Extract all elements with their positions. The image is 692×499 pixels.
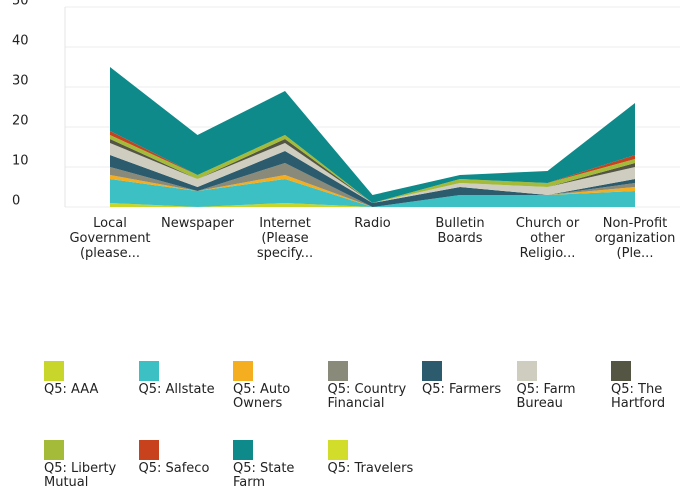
y-tick-label: 10 [12,154,29,169]
legend-label: Q5: Allstate [138,382,215,397]
legend-label: Q5: Liberty Mutual [44,461,117,490]
area [110,151,635,207]
legend-swatch [233,440,253,460]
area [110,143,635,203]
legend-label: Q5: The Hartford [611,382,666,411]
area [110,67,635,203]
x-tick-label: Newspaper [161,216,234,231]
legend-entry: Q5: Safeco [138,440,231,476]
legend-entry: Q5: Liberty Mutual [44,440,136,490]
legend-entry: Q5: Farm Bureau [516,361,609,411]
legend-entry: Q5: AAA [44,361,136,397]
legend-entry: Q5: Auto Owners [233,361,325,411]
y-tick-label: 40 [12,34,29,49]
legend-label: Q5: Farm Bureau [516,382,576,411]
area [110,203,635,207]
legend-label: Q5: Safeco [138,461,210,476]
legend-swatch [611,361,631,381]
legend-swatch [138,361,159,381]
y-tick-label: 0 [12,194,20,209]
legend-swatch [138,440,159,460]
x-tick-label: Church or other Religio... [515,216,580,261]
legend-swatch [422,361,442,381]
x-tick-label: Non-Profit organization (Ple... [594,216,676,261]
legend-entry: Q5: Travelers [327,440,420,476]
y-tick-label: 20 [12,114,29,129]
x-tick-label: Bulletin Boards [435,216,485,246]
legend-entry: Q5: State Farm [233,440,325,490]
x-tick-label: Radio [354,216,391,231]
legend-label: Q5: Country Financial [327,382,407,411]
legend-swatch [327,361,348,381]
legend-label: Q5: Auto Owners [233,382,291,411]
legend-swatch [327,440,348,460]
legend-entry: Q5: The Hartford [611,361,692,411]
legend-swatch [44,361,64,381]
legend-label: Q5: AAA [44,382,99,397]
y-tick-label: 30 [12,74,29,89]
area [110,179,635,207]
y-tick-label: 50 [12,0,29,9]
legend-entry: Q5: Farmers [422,361,514,397]
legend-swatch [233,361,253,381]
legend-label: Q5: State Farm [233,461,295,490]
legend-entry: Q5: Allstate [138,361,231,397]
x-tick-label: Local Government (please... [69,216,151,261]
legend-label: Q5: Farmers [422,382,502,397]
legend-entry: Q5: Country Financial [327,361,420,411]
legend-label: Q5: Travelers [327,461,414,476]
x-tick-label: Internet (Please specify... [256,216,314,261]
legend-swatch [44,440,64,460]
area [110,135,635,203]
legend-swatch [516,361,537,381]
